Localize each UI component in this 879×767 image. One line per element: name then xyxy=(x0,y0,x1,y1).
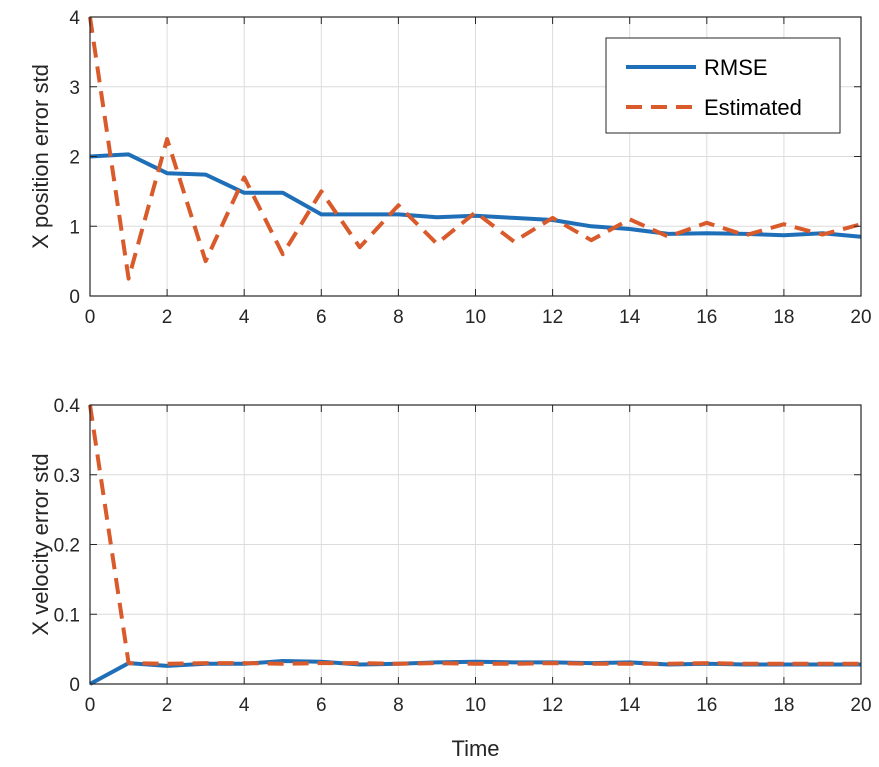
series-line-estimated xyxy=(88,16,862,281)
y-tick-label: 0.4 xyxy=(54,396,81,417)
legend: RMSE Estimated xyxy=(605,37,841,134)
legend-label-estimated: Estimated xyxy=(704,95,802,120)
legend-box xyxy=(605,37,841,134)
x-tick-label: 6 xyxy=(316,695,327,716)
x-tick-label: 16 xyxy=(696,695,717,716)
y-tick-label: 0.3 xyxy=(54,466,80,487)
x-tick-label: 10 xyxy=(465,695,486,716)
y-tick-label: 1 xyxy=(69,217,80,238)
x-tick-label: 2 xyxy=(162,695,173,716)
y-axis-label: X position error std xyxy=(28,64,53,249)
y-tick-label: 2 xyxy=(69,148,80,169)
y-tick-label: 0 xyxy=(69,675,80,696)
x-tick-label: 18 xyxy=(773,695,794,716)
x-tick-label: 0 xyxy=(85,307,96,328)
subplot-2: 0 2 4 6 8 10 12 14 16 18 20 0 0.1 0.2 0.3 0.4 X velocity… xyxy=(28,396,872,761)
x-tick-label: 12 xyxy=(542,307,563,328)
x-tick-label: 12 xyxy=(542,695,563,716)
x-tick-label: 4 xyxy=(239,307,250,328)
x-tick-label: 6 xyxy=(316,307,327,328)
x-tick-label: 14 xyxy=(619,695,641,716)
x-tick-label: 0 xyxy=(85,695,96,716)
series-line-rmse xyxy=(89,152,862,239)
x-tick-label: 16 xyxy=(696,307,717,328)
x-tick-label: 20 xyxy=(850,307,871,328)
legend-label-rmse: RMSE xyxy=(704,55,768,80)
x-tick-label: 4 xyxy=(239,695,250,716)
y-tick-label: 0.1 xyxy=(54,605,80,626)
x-tick-label: 10 xyxy=(465,307,486,328)
y-tick-label: 0.2 xyxy=(54,536,80,557)
x-tick-label: 2 xyxy=(162,307,173,328)
y-tick-label: 4 xyxy=(69,8,80,29)
x-tick-label: 8 xyxy=(393,307,404,328)
x-tick-label: 14 xyxy=(619,307,641,328)
x-tick-label: 20 xyxy=(850,695,871,716)
y-axis-label: X velocity error std xyxy=(28,453,53,635)
x-axis-label: Time xyxy=(451,736,499,761)
x-tick-label: 8 xyxy=(393,695,404,716)
series-line-estimated xyxy=(88,404,861,666)
y-tick-label: 3 xyxy=(69,78,80,99)
y-tick-label: 0 xyxy=(69,287,80,308)
x-tick-label: 18 xyxy=(773,307,794,328)
